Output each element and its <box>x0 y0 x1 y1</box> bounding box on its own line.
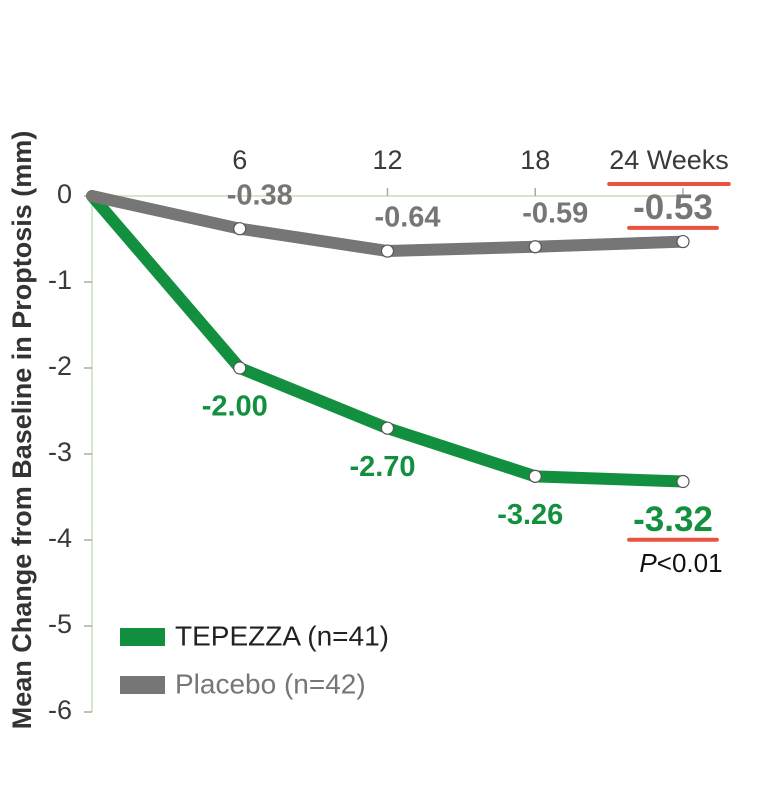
x-tick-label: 18 <box>520 145 550 175</box>
y-tick-label: -1 <box>48 265 72 295</box>
data-point <box>676 234 690 249</box>
y-tick-label: -6 <box>48 695 72 725</box>
data-label: -0.53 <box>633 188 713 227</box>
x-tick-label: 24 Weeks <box>609 145 729 175</box>
y-tick-label: -4 <box>48 523 72 553</box>
y-tick-label: -5 <box>48 609 72 639</box>
x-tick-label: 12 <box>372 145 402 175</box>
data-label: -3.32 <box>633 500 713 539</box>
data-point <box>233 222 247 236</box>
data-point <box>233 361 247 375</box>
y-tick-label: -2 <box>48 351 72 381</box>
data-label: -3.26 <box>497 499 563 531</box>
data-label: -0.64 <box>374 202 440 234</box>
data-label: -2.00 <box>202 391 268 423</box>
legend-swatch <box>120 676 165 694</box>
data-point <box>528 469 542 483</box>
x-tick-label: 6 <box>232 145 247 175</box>
data-label: -2.70 <box>349 451 415 483</box>
legend-label: TEPEZZA (n=41) <box>175 620 389 651</box>
data-label: -0.38 <box>227 179 293 211</box>
y-axis-title: Mean Change from Baseline in Proptosis (… <box>7 131 37 730</box>
data-point <box>676 474 690 489</box>
legend-label: Placebo (n=42) <box>175 668 366 699</box>
annotation: P<0.01 <box>639 548 722 578</box>
data-point <box>380 244 395 258</box>
y-tick-label: -3 <box>48 437 72 467</box>
y-tick-label: 0 <box>57 179 72 209</box>
data-label: -0.59 <box>522 197 588 229</box>
data-point <box>528 240 542 254</box>
data-point <box>380 421 395 435</box>
legend-swatch <box>120 628 165 646</box>
